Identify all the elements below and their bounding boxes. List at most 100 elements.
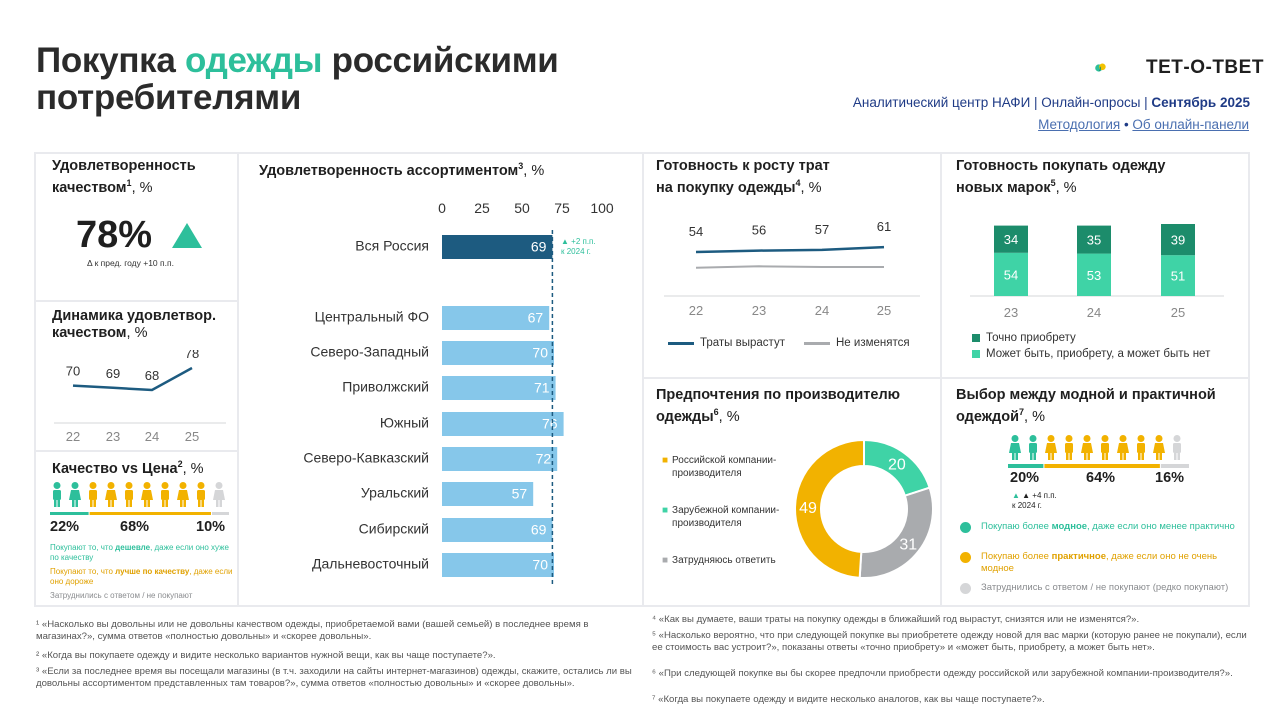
data-label: 69 [106,366,120,381]
manufacturer-donut-chart: 20 31 49 [794,438,934,579]
panel-satisfaction-quality: Удовлетворенность качеством1, % 78% Δ к … [36,154,237,300]
fashion-delta: ▲ ▲ +4 п.п. к 2024 г. [1012,491,1057,511]
panel-link[interactable]: Об онлайн-панели [1132,117,1249,132]
legend-text: Покупаю более [981,551,1052,562]
series-line [72,366,193,392]
person-icon-leg [72,500,75,507]
legend-unsure: Затруднились с ответом / не покупают (ре… [960,582,1240,594]
data-label: 49 [799,500,817,517]
person-icon-body [1173,443,1181,453]
person-icon-head [1029,435,1037,442]
person-icon-head [1011,435,1019,442]
footnote-ref: 3 [518,161,524,171]
data-label: 54 [689,224,703,239]
person-icon-leg [57,500,60,507]
person-icon-leg [165,500,168,507]
person-icon-body [1029,443,1037,453]
panel-title-line2: на покупку одежды [656,179,796,196]
person-icon-head [161,482,169,489]
person-icon-body [105,490,117,500]
person-icon-leg [1138,453,1141,460]
kpi-delta: Δ к пред. году +10 п.п. [87,258,174,268]
category-label: Южный [380,415,429,431]
panel-title: Готовность покупать одежду новых марок5, … [956,158,1165,197]
person-icon-leg [1102,453,1105,460]
person-icon-leg [216,500,219,507]
person-icon-leg [201,500,204,507]
legend-dot [960,583,971,594]
panel-assortment: Удовлетворенность ассортиментом3, % 0 25 5… [239,154,642,605]
value-fashion: 20% [1010,470,1040,486]
logo-text: ТЕТ-О-ТВЕТ [1146,57,1264,78]
person-icon-leg [75,500,78,507]
methodology-link[interactable]: Методология [1038,117,1121,132]
bar [442,518,553,542]
footnote-5: ⁵ «Насколько вероятно, что при следующей… [652,630,1247,653]
person-icon-body [213,490,225,500]
x-tick-label: 24 [815,303,829,318]
x-tick-label: 100 [590,200,614,216]
panel-unit: , % [1055,179,1077,196]
panel-title: Предпочтения по производителю одежды6, % [656,387,900,426]
person-icon-leg [1177,453,1180,460]
data-label: 51 [1171,269,1185,284]
person-icon-body [1101,443,1109,453]
x-tick-label: 22 [66,429,80,444]
legend-unsure: ■ Затрудняюсь ответить [662,555,792,568]
bar-segment [994,225,1028,253]
bar [442,482,534,506]
person-icon-body [161,490,169,500]
legend-cheap: Покупают то, что дешевле, даже если оно … [50,543,235,563]
series-line [695,265,884,269]
person-icon-leg [147,500,150,507]
person-icon-leg [1066,453,1069,460]
proportion-bar [212,512,229,515]
person-icon-head [1119,435,1127,442]
panel-quality-vs-price: Качество vs Цена2, % 22% 68% 10% Покупаю… [36,452,237,605]
person-icon-head [53,482,61,489]
title-part1: Покупка [36,41,185,80]
person-icon-body [141,490,153,500]
data-label: 34 [1004,232,1018,247]
data-label: 70 [66,364,80,379]
person-icon-leg [1156,453,1159,460]
panel-unit: , % [126,325,148,341]
panel-fashion-vs-practical: Выбор между модной и практичной одеждой7,… [942,379,1248,605]
data-label: 69 [531,522,547,538]
data-label: 56 [752,223,766,238]
x-tick-label: 25 [877,303,891,318]
legend-maybe: Может быть, приобрету, а может быть нет [972,348,1210,360]
legend-label: Покупаю более практичное, даже если оно … [981,551,1240,574]
legend-swatch: ■ [662,505,669,516]
panel-title-text: Удовлетворенность ассортиментом [259,162,519,179]
header-links: Методология • Об онлайн-панели [1038,117,1249,132]
person-icon-body [53,490,61,500]
person-icon-leg [1123,453,1126,460]
x-tick-label: 23 [1004,305,1018,320]
footnote-2: ² «Когда вы покупаете одежду и видите не… [36,650,496,661]
legend-dot [960,522,971,533]
person-icon-head [89,482,97,489]
panel-unit: , % [523,162,545,179]
panel-title: Выбор между модной и практичной одеждой7,… [956,387,1216,426]
x-tick-label: 75 [554,200,570,216]
footnote-ref: 2 [177,459,183,469]
panel-title-line2: новых марок [956,179,1051,196]
person-icon-head [1101,435,1109,442]
delta-line2: к 2024 г. [561,247,591,256]
legend-line-dark [668,341,694,345]
x-tick-label: 25 [185,429,199,444]
panel-unit: , % [1024,408,1045,425]
value-practical: 64% [1086,470,1116,486]
legend-swatch [972,350,980,358]
legend-bold: практичное [1051,551,1107,562]
legend-unsure: Затруднились с ответом / не покупают [50,591,235,601]
person-icon-leg [180,500,183,507]
x-tick-label: 24 [1087,305,1101,320]
legend-text: Покупают то, что [50,567,116,576]
person-icon-body [1045,443,1057,453]
person-icon-leg [1048,453,1051,460]
legend-quality: Покупают то, что лучше по качеству, даже… [50,567,235,587]
legend-swatch [972,334,980,342]
bar [442,447,558,471]
